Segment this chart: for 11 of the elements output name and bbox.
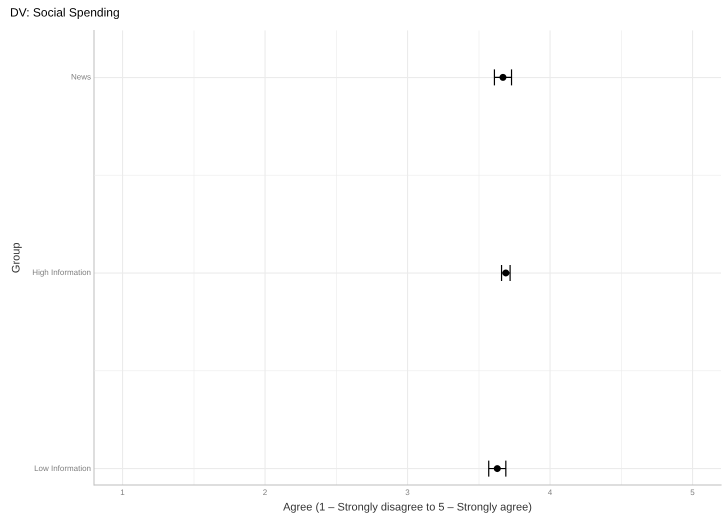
x-tick-label: 1 (120, 488, 126, 498)
x-tick-label: 5 (690, 488, 696, 498)
x-tick-label: 4 (548, 488, 553, 498)
x-axis-title: Agree (1 – Strongly disagree to 5 – Strongly agree) (283, 501, 532, 514)
chart-title: DV: Social Spending (10, 6, 120, 20)
x-tick-label: 3 (405, 488, 410, 498)
y-tick-label: News (70, 72, 91, 82)
x-tick-label: 2 (262, 488, 268, 498)
y-tick-label: Low Information (34, 464, 91, 473)
y-tick-label: High Information (32, 268, 91, 278)
y-axis-title: Group (10, 242, 23, 274)
